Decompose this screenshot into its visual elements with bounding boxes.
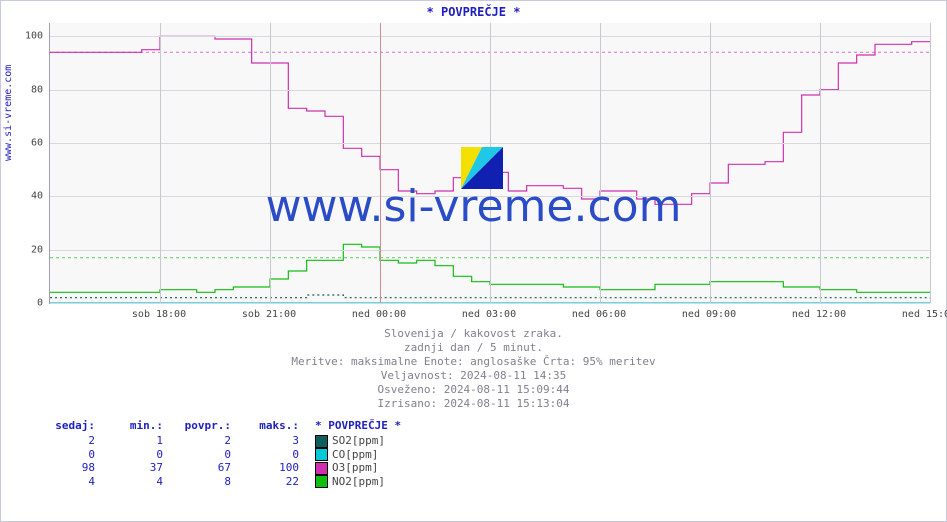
y-tick-label: 20 [31, 244, 43, 255]
legend-header: maks.: [235, 419, 303, 434]
grid-x [490, 23, 491, 303]
legend-sedaj: 98 [31, 461, 99, 475]
y-tick-label: 40 [31, 191, 43, 202]
legend-sedaj: 0 [31, 448, 99, 462]
legend-row: 0000CO[ppm] [31, 448, 405, 462]
x-tick-label: ned 00:00 [352, 309, 406, 320]
legend-maks: 100 [235, 461, 303, 475]
legend-series-label: O3[ppm] [332, 461, 378, 474]
x-tick-label: ned 03:00 [462, 309, 516, 320]
x-tick-label: ned 06:00 [572, 309, 626, 320]
legend-swatch [315, 448, 328, 461]
legend-min: 37 [99, 461, 167, 475]
legend-swatch [315, 462, 328, 475]
grid-x [270, 23, 271, 303]
legend-swatch [315, 435, 328, 448]
y-tick-label: 0 [37, 298, 43, 309]
legend-min: 1 [99, 434, 167, 448]
legend-header: min.: [99, 419, 167, 434]
grid-x [930, 23, 931, 303]
y-tick-label: 60 [31, 138, 43, 149]
legend-header: sedaj: [31, 419, 99, 434]
grid-x-major [380, 23, 382, 303]
legend-swatch-cell: O3[ppm] [303, 461, 405, 475]
legend-header: * POVPREČJE * [303, 419, 405, 434]
chart-title: * POVPREČJE * [1, 5, 946, 19]
legend-min: 0 [99, 448, 167, 462]
grid-x [710, 23, 711, 303]
meta-line: Veljavnost: 2024-08-11 14:35 [1, 369, 946, 383]
chart-container: * POVPREČJE * www.si-vreme.com 020406080… [0, 0, 947, 522]
legend-povpr: 67 [167, 461, 235, 475]
legend-header: povpr.: [167, 419, 235, 434]
y-tick-label: 100 [25, 31, 43, 42]
legend-swatch [315, 475, 328, 488]
legend-swatch-cell: NO2[ppm] [303, 475, 405, 489]
legend-row: 44822NO2[ppm] [31, 475, 405, 489]
meta-line: Meritve: maksimalne Enote: anglosaške Čr… [1, 355, 946, 369]
legend-povpr: 2 [167, 434, 235, 448]
legend-table: sedaj: min.: povpr.: maks.: * POVPREČJE … [31, 419, 405, 488]
meta-line: Izrisano: 2024-08-11 15:13:04 [1, 397, 946, 411]
legend-sedaj: 2 [31, 434, 99, 448]
grid-x [820, 23, 821, 303]
legend-sedaj: 4 [31, 475, 99, 489]
plot-area [49, 23, 930, 304]
x-tick-label: ned 12:00 [792, 309, 846, 320]
x-tick-label: ned 09:00 [682, 309, 736, 320]
legend-maks: 3 [235, 434, 303, 448]
legend-series-label: CO[ppm] [332, 448, 378, 461]
legend-series-label: NO2[ppm] [332, 475, 385, 488]
legend-povpr: 8 [167, 475, 235, 489]
y-tick-label: 80 [31, 84, 43, 95]
legend-series-label: SO2[ppm] [332, 434, 385, 447]
grid-y [50, 303, 930, 304]
legend-min: 4 [99, 475, 167, 489]
legend-maks: 0 [235, 448, 303, 462]
legend-swatch-cell: CO[ppm] [303, 448, 405, 462]
grid-x [600, 23, 601, 303]
legend-row: 983767100 O3[ppm] [31, 461, 405, 475]
legend-swatch-cell: SO2[ppm] [303, 434, 405, 448]
grid-x [160, 23, 161, 303]
x-tick-label: sob 18:00 [132, 309, 186, 320]
y-axis-tick-labels: 020406080100 [1, 23, 45, 303]
x-axis-tick-labels: sob 18:00 sob 21:00 ned 00:00 ned 03:00 ned … [49, 307, 929, 323]
meta-line: Osveženo: 2024-08-11 15:09:44 [1, 383, 946, 397]
meta-line: zadnji dan / 5 minut. [1, 341, 946, 355]
meta-line: Slovenija / kakovost zraka. [1, 327, 946, 341]
legend-row: 2123SO2[ppm] [31, 434, 405, 448]
x-tick-label: sob 21:00 [242, 309, 296, 320]
legend-maks: 22 [235, 475, 303, 489]
legend-povpr: 0 [167, 448, 235, 462]
x-tick-label: ned 15:00 [902, 309, 947, 320]
meta-block: Slovenija / kakovost zraka. zadnji dan /… [1, 327, 946, 411]
